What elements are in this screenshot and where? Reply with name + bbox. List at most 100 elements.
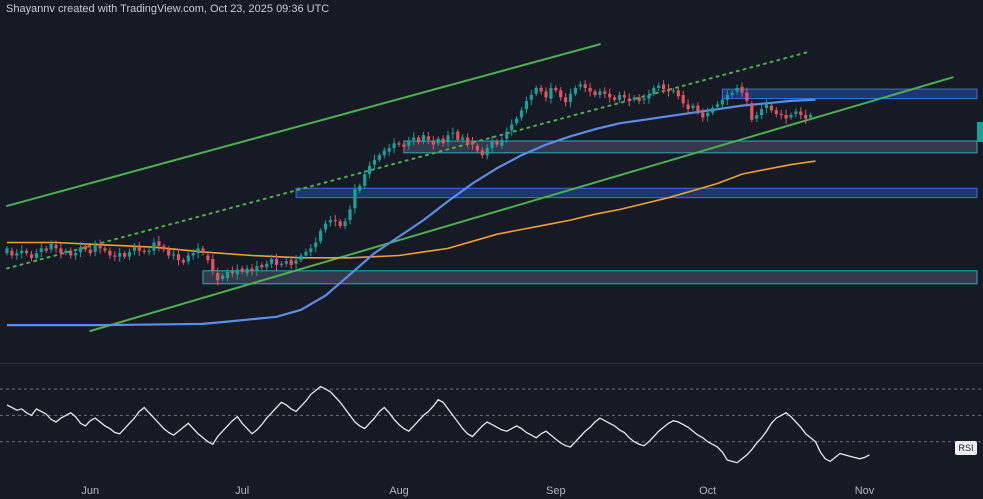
candle-body — [309, 248, 313, 252]
candle-body — [162, 246, 166, 250]
candle-body — [774, 110, 778, 114]
candle-body — [421, 135, 426, 142]
candle-body — [108, 250, 112, 256]
candle-body — [5, 248, 9, 254]
candle-body — [720, 99, 724, 105]
candle-body — [88, 249, 92, 254]
candle-body — [74, 253, 78, 256]
candle-body — [397, 143, 401, 145]
rsi-label: RSI — [955, 441, 977, 455]
candle-body — [255, 266, 259, 271]
candle-body — [191, 253, 195, 256]
candle-body — [426, 136, 430, 140]
candle-body — [466, 137, 470, 144]
candle-body — [260, 264, 264, 268]
candle-body — [706, 112, 710, 117]
candle-body — [333, 220, 337, 222]
candle-body — [637, 97, 641, 101]
candle-body — [804, 115, 808, 119]
candle-body — [29, 254, 34, 258]
candle-body — [764, 104, 769, 108]
candle-body — [559, 90, 563, 98]
candle-body — [608, 93, 612, 98]
candle-body — [784, 115, 788, 119]
candle-body — [167, 249, 171, 256]
candle-body — [461, 137, 465, 140]
candle-body — [103, 248, 107, 251]
candle-body — [225, 272, 230, 278]
candle-body — [304, 251, 308, 256]
candle-body — [809, 115, 813, 118]
chart-credit: Shayannv created with TradingView.com, O… — [6, 3, 330, 15]
candle-body — [642, 98, 646, 100]
candle-body — [515, 118, 519, 124]
candle-body — [539, 87, 543, 92]
candle-body — [799, 111, 803, 116]
candle-body — [113, 255, 117, 257]
x-tick-label: Nov — [855, 485, 875, 497]
candle-body — [54, 244, 58, 249]
candle-body — [142, 250, 146, 252]
candle-body — [755, 115, 759, 119]
candle-body — [676, 90, 680, 97]
candle-body — [270, 259, 274, 264]
channel-mid-dotted-line — [6, 50, 812, 270]
rsi-path — [6, 385, 870, 464]
channel-lower-line — [89, 76, 954, 332]
candle-body — [573, 87, 577, 94]
candle-body — [446, 135, 450, 143]
candle-body — [598, 91, 602, 95]
candle-body — [549, 87, 553, 99]
candle-body — [657, 85, 661, 88]
candle-body — [564, 97, 568, 103]
candle-body — [176, 254, 181, 261]
candle-body — [25, 250, 29, 254]
candle-body — [377, 155, 381, 160]
ma-fast-line — [7, 98, 816, 327]
candle-body — [760, 109, 764, 116]
candle-body — [593, 91, 597, 95]
candle-body — [157, 241, 161, 247]
candle-body — [412, 137, 416, 140]
candle-body — [294, 260, 298, 264]
candle-body — [470, 142, 475, 145]
candle-body — [671, 90, 675, 92]
x-tick-label: Oct — [699, 485, 716, 497]
candle-body — [495, 141, 499, 145]
candle-body — [407, 141, 411, 146]
candle-body — [284, 261, 288, 264]
candle-body — [740, 86, 744, 93]
candle-body — [441, 138, 445, 144]
candles — [5, 80, 813, 286]
candle-body — [274, 259, 279, 265]
candle-body — [652, 87, 656, 94]
candle-body — [603, 91, 607, 94]
candle-body — [725, 95, 729, 100]
candle-body — [779, 113, 783, 116]
zone-box — [403, 140, 978, 154]
candle-body — [789, 115, 793, 118]
candle-body — [451, 132, 455, 134]
candle-body — [627, 98, 631, 101]
candle-body — [358, 185, 362, 191]
candle-body — [127, 251, 132, 257]
candle-body — [769, 105, 773, 111]
candle-body — [363, 174, 367, 186]
x-axis-ticks: Jun Jul Aug Sep Oct Nov — [81, 485, 874, 497]
candle-body — [730, 92, 734, 95]
candle-body — [480, 150, 484, 156]
candle-body — [235, 269, 239, 275]
channel-lines — [6, 43, 954, 332]
candle-body — [123, 253, 127, 257]
candle-body — [392, 143, 396, 149]
zone-box — [295, 187, 978, 199]
candle-body — [368, 165, 372, 175]
candle-body — [456, 131, 460, 140]
candle-body — [338, 221, 342, 226]
candle-body — [211, 259, 215, 271]
candle-body — [475, 145, 479, 151]
candle-body — [696, 105, 700, 112]
candle-body — [681, 95, 685, 104]
candle-body — [323, 223, 328, 230]
